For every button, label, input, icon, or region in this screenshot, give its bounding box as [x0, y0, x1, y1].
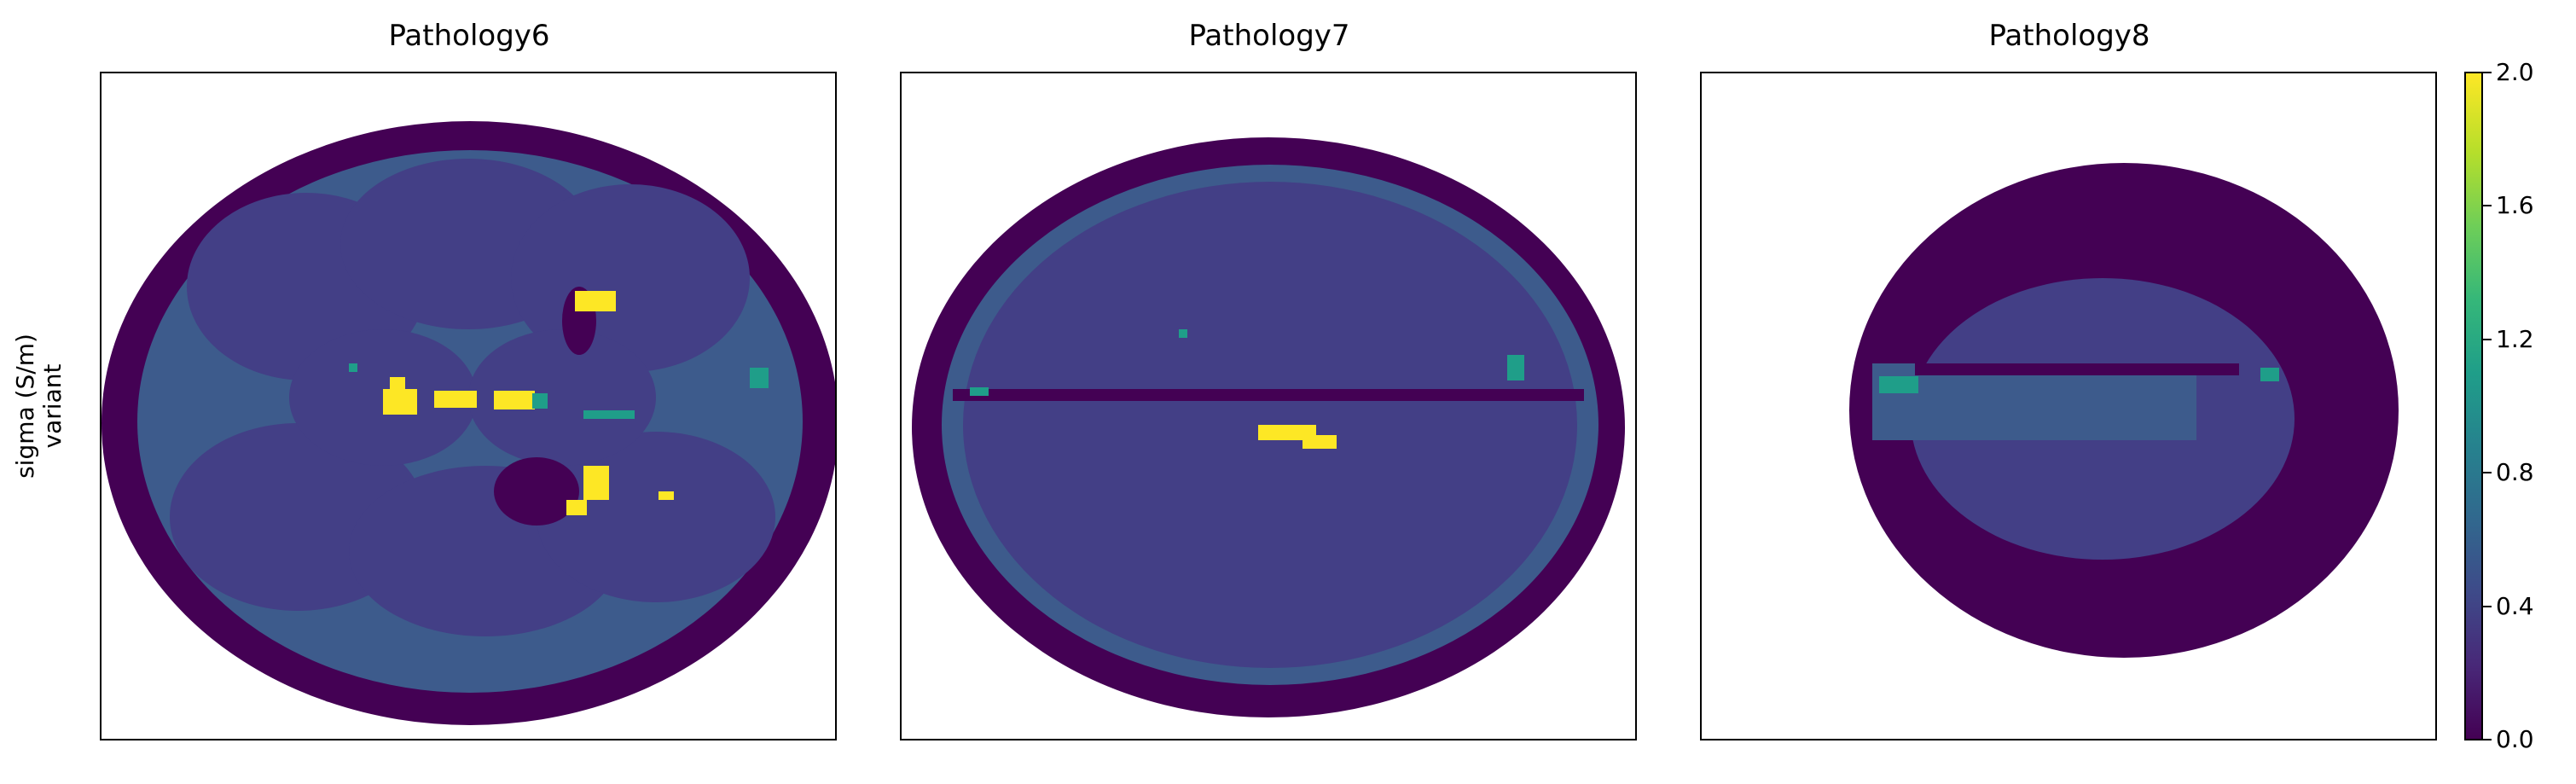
- csf-region: [2260, 368, 2279, 381]
- panel-title-3: Pathology8: [1988, 19, 2150, 53]
- csf-region: [349, 363, 357, 372]
- colorbar-tick-label: 0.8: [2496, 458, 2534, 487]
- white-matter-region: [1872, 363, 2196, 440]
- colorbar: [2464, 72, 2483, 740]
- csf-region: [583, 410, 635, 419]
- lesion-region: [390, 377, 405, 394]
- colorbar-tick: [2483, 472, 2492, 474]
- panel-title-2: Pathology7: [1188, 19, 1350, 53]
- lesion-region: [659, 491, 674, 500]
- ventricle-region: [953, 389, 1584, 401]
- heatmap-panel-2: [900, 72, 1637, 740]
- grey-matter-region: [468, 329, 656, 466]
- lesion-region: [434, 391, 477, 408]
- csf-region: [1879, 376, 1918, 393]
- ventricle-region: [494, 457, 579, 526]
- heatmap-image-3: [1849, 163, 2399, 658]
- csf-region: [1179, 329, 1187, 338]
- heatmap-image-2: [912, 137, 1625, 717]
- lesion-region: [1303, 435, 1337, 449]
- colorbar-tick-label: 1.6: [2496, 191, 2534, 220]
- colorbar-tick: [2483, 338, 2492, 340]
- y-axis-label-line-2: variant: [38, 363, 67, 449]
- colorbar-tick-label: 2.0: [2496, 58, 2534, 86]
- heatmap-panel-1: [100, 72, 837, 740]
- csf-region: [970, 387, 989, 396]
- y-axis-label-text: sigma (S/m) variant: [11, 334, 67, 479]
- colorbar-tick: [2483, 72, 2492, 73]
- csf-region: [532, 393, 548, 409]
- lesion-region: [575, 291, 616, 311]
- panel-title-1: Pathology6: [388, 19, 550, 53]
- ventricle-region: [1915, 363, 2239, 375]
- lesion-region: [1258, 425, 1316, 440]
- colorbar-tick-label: 0.0: [2496, 725, 2534, 753]
- y-axis-label-line-1: sigma (S/m): [11, 334, 39, 479]
- colorbar-tick: [2483, 739, 2492, 740]
- heatmap-image-1: [102, 121, 835, 725]
- lesion-region: [566, 500, 587, 515]
- colorbar-tick: [2483, 605, 2492, 607]
- colorbar-tick-label: 0.4: [2496, 591, 2534, 620]
- lesion-region: [583, 466, 609, 500]
- csf-region: [750, 368, 769, 388]
- colorbar-tick: [2483, 205, 2492, 207]
- heatmap-panel-3: [1700, 72, 2437, 740]
- lesion-region: [494, 391, 535, 409]
- colorbar-tick-label: 1.2: [2496, 324, 2534, 353]
- csf-region: [1507, 355, 1524, 380]
